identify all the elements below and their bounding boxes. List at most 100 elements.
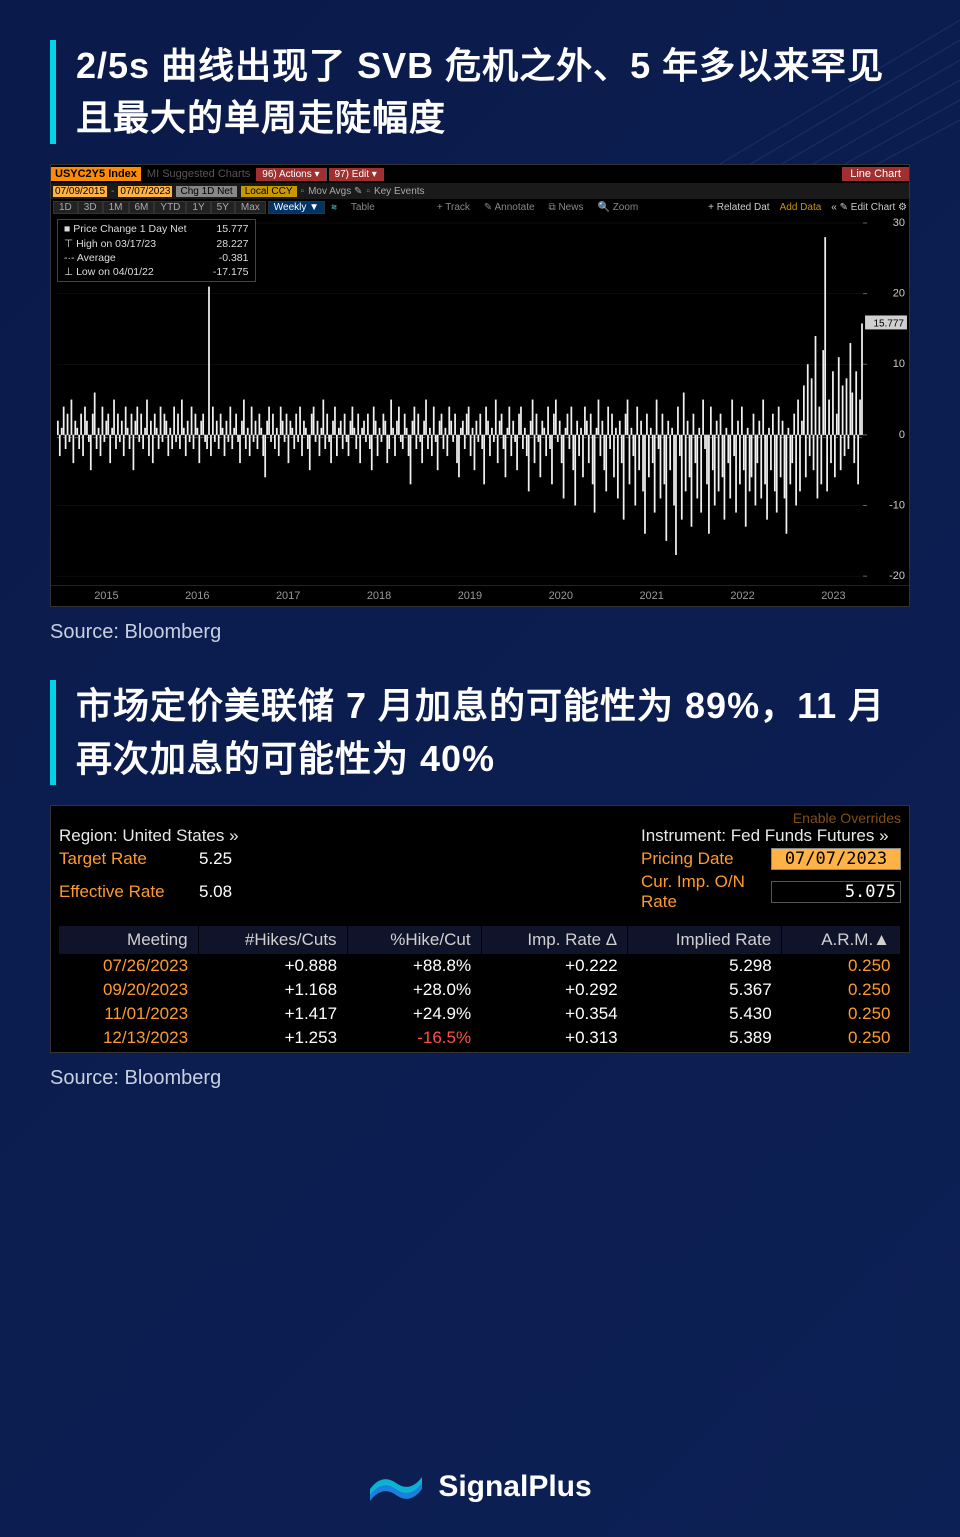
- svg-text:30: 30: [893, 217, 905, 229]
- bbg-range-tab-1y[interactable]: 1Y: [186, 201, 210, 214]
- fed-instrument[interactable]: Instrument: Fed Funds Futures »: [641, 826, 901, 846]
- bbg-xaxis-year: 2021: [639, 590, 663, 602]
- bbg-xaxis-year: 2015: [94, 590, 118, 602]
- svg-text:-20: -20: [889, 571, 905, 583]
- bbg-range-tab-6m[interactable]: 6M: [129, 201, 155, 214]
- bbg-editchart[interactable]: « ✎ Edit Chart ⚙: [831, 202, 907, 213]
- bbg-date-to[interactable]: 07/07/2023: [118, 186, 172, 197]
- fed-col-header: #Hikes/Cuts: [198, 926, 347, 954]
- bbg-table-tab[interactable]: Table: [351, 202, 375, 213]
- fed-table-row: 11/01/2023+1.417+24.9%+0.3545.4300.250: [59, 1002, 901, 1026]
- headline-accent-bar-2: [50, 680, 56, 784]
- fed-col-header: %Hike/Cut: [347, 926, 481, 954]
- bbg-legend-box: ■ Price Change 1 Day Net15.777 ⊤ High on…: [57, 219, 256, 282]
- fed-region[interactable]: Region: United States »: [59, 826, 299, 846]
- headline-accent-bar: [50, 40, 56, 144]
- fed-cell-pct: +24.9%: [347, 1002, 481, 1026]
- fed-cell-rate: 5.430: [628, 1002, 782, 1026]
- fed-pricingdate-label: Pricing Date: [641, 849, 771, 869]
- source-2: Source: Bloomberg: [50, 1067, 910, 1090]
- fed-effective-label: Effective Rate: [59, 882, 199, 902]
- bbg-ticker: USYC2Y5 Index: [51, 167, 141, 181]
- bbg-chart-icon[interactable]: ⩬: [327, 202, 341, 213]
- bbg-date-from[interactable]: 07/09/2015: [53, 186, 107, 197]
- fed-col-header: Implied Rate: [628, 926, 782, 954]
- bbg-freq-select[interactable]: Weekly ▼: [268, 201, 325, 214]
- svg-text:0: 0: [899, 429, 905, 441]
- bbg-xaxis-year: 2017: [276, 590, 300, 602]
- fed-effective-val: 5.08: [199, 882, 299, 902]
- bbg-xaxis-year: 2018: [367, 590, 391, 602]
- bbg-xaxis-year: 2020: [549, 590, 573, 602]
- fed-cell-arm: 0.250: [782, 978, 901, 1002]
- fed-cell-date: 12/13/2023: [59, 1026, 198, 1050]
- bbg-tool[interactable]: 🔍 Zoom: [597, 202, 638, 213]
- bbg-related[interactable]: + Related Dat: [708, 202, 769, 213]
- bbg-movavg[interactable]: Mov Avgs ✎: [308, 186, 362, 197]
- fed-cell-rate: 5.367: [628, 978, 782, 1002]
- bbg-suggested: MI Suggested Charts: [141, 168, 256, 180]
- bbg-topbar: USYC2Y5 Index MI Suggested Charts 96) Ac…: [51, 165, 909, 183]
- fed-cell-delta: +0.313: [481, 1026, 628, 1050]
- fed-col-header: Meeting: [59, 926, 198, 954]
- bbg-xaxis-year: 2022: [730, 590, 754, 602]
- signalplus-logo-icon: [368, 1467, 424, 1507]
- fed-target-label: Target Rate: [59, 849, 199, 869]
- bbg-actions-btn[interactable]: 96) Actions ▾: [256, 168, 326, 181]
- bbg-range-tabs-row: 1D3D1M6MYTD1Y5YMax Weekly ▼ ⩬ Table + Tr…: [51, 199, 909, 215]
- bbg-xaxis-year: 2016: [185, 590, 209, 602]
- bbg-tool[interactable]: ✎ Annotate: [484, 202, 535, 213]
- fed-cell-rate: 5.298: [628, 954, 782, 978]
- bbg-range-tab-max[interactable]: Max: [235, 201, 266, 214]
- fed-curimp-val: 5.075: [771, 881, 901, 903]
- footer-brand: SignalPlus: [438, 1470, 591, 1504]
- fed-cell-arm: 0.250: [782, 954, 901, 978]
- bbg-keyevents[interactable]: Key Events: [374, 186, 425, 197]
- bbg-tool[interactable]: + Track: [437, 202, 470, 213]
- bbg-daterange-row: 07/09/2015 - 07/07/2023 Chg 1D Net Local…: [51, 183, 909, 199]
- fed-cell-arm: 0.250: [782, 1026, 901, 1050]
- fed-cell-hikes: +1.168: [198, 978, 347, 1002]
- fed-futures-panel: Enable Overrides Region: United States »…: [50, 805, 910, 1053]
- fed-col-header: A.R.M.▲: [782, 926, 901, 954]
- bbg-range-tab-1m[interactable]: 1M: [103, 201, 129, 214]
- fed-cell-delta: +0.292: [481, 978, 628, 1002]
- svg-text:15.777: 15.777: [873, 319, 904, 330]
- bbg-xaxis-year: 2023: [821, 590, 845, 602]
- bbg-tool[interactable]: ⧉ News: [549, 202, 584, 213]
- fed-cell-rate: 5.389: [628, 1026, 782, 1050]
- fed-cell-pct: +88.8%: [347, 954, 481, 978]
- fed-curimp-label: Cur. Imp. O/N Rate: [641, 872, 771, 912]
- bbg-chart-xaxis: 2015 2016 2017 2018 2019 2020 2021 2022 2023: [51, 585, 909, 606]
- headline-1: 2/5s 曲线出现了 SVB 危机之外、5 年多以来罕见且最大的单周走陡幅度: [50, 40, 910, 144]
- fed-cell-date: 09/20/2023: [59, 978, 198, 1002]
- fed-table-row: 07/26/2023+0.888+88.8%+0.2225.2980.250: [59, 954, 901, 978]
- bbg-xaxis-year: 2019: [458, 590, 482, 602]
- bbg-range-tab-1d[interactable]: 1D: [53, 201, 78, 214]
- headline-2: 市场定价美联储 7 月加息的可能性为 89%，11 月再次加息的可能性为 40%: [50, 680, 910, 784]
- bbg-adddata[interactable]: Add Data: [780, 202, 822, 213]
- fed-col-header: Imp. Rate Δ: [481, 926, 628, 954]
- bbg-range-tab-5y[interactable]: 5Y: [211, 201, 235, 214]
- fed-cell-hikes: +1.417: [198, 1002, 347, 1026]
- fed-enable-overrides[interactable]: Enable Overrides: [59, 810, 901, 826]
- fed-cell-hikes: +0.888: [198, 954, 347, 978]
- fed-table-row: 12/13/2023+1.253-16.5%+0.3135.3890.250: [59, 1026, 901, 1050]
- bbg-range-tab-3d[interactable]: 3D: [78, 201, 103, 214]
- bbg-range-tab-ytd[interactable]: YTD: [154, 201, 186, 214]
- bbg-edit-btn[interactable]: 97) Edit ▾: [329, 168, 384, 181]
- bbg-ccy-label: Local CCY: [241, 186, 297, 197]
- fed-cell-arm: 0.250: [782, 1002, 901, 1026]
- svg-text:20: 20: [893, 288, 905, 300]
- fed-cell-delta: +0.222: [481, 954, 628, 978]
- bbg-charttype-label: Line Chart: [842, 167, 909, 181]
- headline-1-text: 2/5s 曲线出现了 SVB 危机之外、5 年多以来罕见且最大的单周走陡幅度: [76, 40, 910, 144]
- fed-cell-date: 11/01/2023: [59, 1002, 198, 1026]
- fed-meetings-table: Meeting#Hikes/Cuts%Hike/CutImp. Rate ΔIm…: [59, 926, 901, 1050]
- fed-cell-delta: +0.354: [481, 1002, 628, 1026]
- fed-cell-date: 07/26/2023: [59, 954, 198, 978]
- bbg-chg-label: Chg 1D Net: [176, 186, 236, 197]
- fed-pricingdate-val[interactable]: 07/07/2023: [771, 848, 901, 870]
- svg-text:-10: -10: [889, 500, 905, 512]
- bloomberg-chart-panel: USYC2Y5 Index MI Suggested Charts 96) Ac…: [50, 164, 910, 607]
